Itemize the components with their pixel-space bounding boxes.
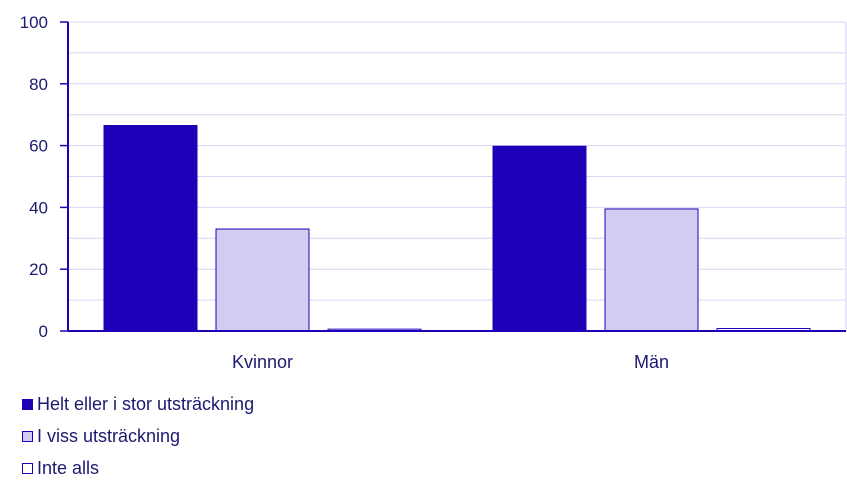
y-tick-label: 0: [39, 322, 48, 341]
x-tick-label: Kvinnor: [232, 352, 293, 372]
legend-item-helt: Helt eller i stor utsträckning: [22, 388, 254, 420]
bar: [492, 145, 587, 332]
legend: Helt eller i stor utsträckning I viss ut…: [22, 388, 254, 484]
bar: [604, 208, 699, 332]
legend-swatch-helt: [22, 398, 33, 410]
y-tick-label: 40: [29, 198, 48, 217]
bar: [215, 228, 310, 332]
legend-swatch-viss: [22, 430, 33, 442]
legend-label-viss: I viss utsträckning: [37, 425, 181, 446]
legend-label-helt: Helt eller i stor utsträckning: [37, 393, 255, 414]
x-tick-label: Män: [634, 352, 669, 372]
y-tick-label: 20: [29, 260, 48, 279]
bar: [103, 125, 198, 332]
legend-item-viss: I viss utsträckning: [22, 420, 254, 452]
legend-swatch-inte: [22, 462, 33, 474]
y-tick-label: 80: [29, 75, 48, 94]
y-tick-label: 100: [20, 13, 48, 32]
legend-label-inte: Inte alls: [37, 457, 100, 478]
y-tick-label: 60: [29, 137, 48, 156]
legend-item-inte: Inte alls: [22, 452, 254, 484]
